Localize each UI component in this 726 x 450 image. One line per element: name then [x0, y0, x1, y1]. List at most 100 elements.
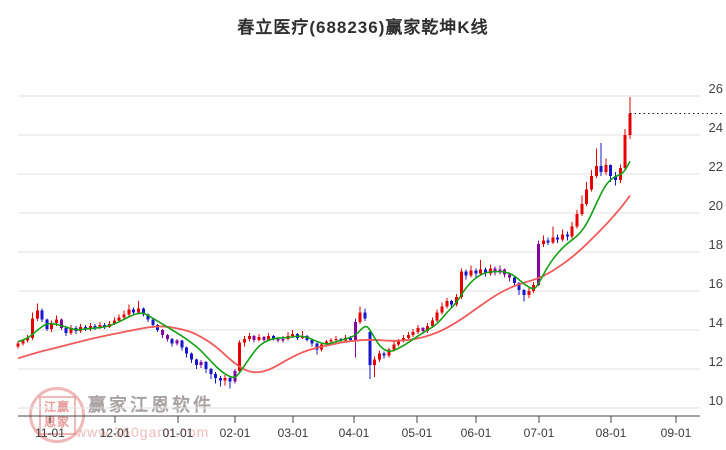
candle-body — [223, 377, 227, 381]
candle-body — [426, 326, 430, 331]
candle-body — [373, 359, 377, 366]
y-axis-tick-label: 26 — [709, 81, 723, 96]
candle-body — [315, 343, 319, 350]
x-axis-tick-label: 11-01 — [35, 426, 65, 440]
watermark-url-text: www.360gann.com — [76, 424, 210, 440]
x-axis: 11-01 12-01 01-01 02-01 03-01 04-01 05-01 06-01… — [18, 415, 700, 440]
x-axis-tick-label: 08-01 — [596, 426, 627, 440]
candle-body — [522, 290, 526, 295]
candle-body — [247, 335, 251, 339]
candle-body — [156, 325, 160, 330]
candle-body — [185, 347, 189, 354]
candle-body — [218, 377, 222, 381]
yingjia-seal-logo: 江赢 恩家 — [29, 387, 85, 443]
candle-body — [334, 338, 338, 340]
candle-body — [132, 309, 136, 313]
candle-body — [430, 320, 434, 327]
candle-body — [151, 319, 155, 326]
candle-body — [397, 340, 401, 345]
x-axis-tick-label: 12-01 — [100, 426, 131, 440]
y-axis-tick-label: 16 — [709, 276, 723, 291]
candle-body — [281, 338, 285, 341]
candle-body — [291, 333, 295, 336]
candle-body — [416, 328, 420, 332]
candle-body — [136, 308, 140, 313]
candle-body — [30, 318, 34, 338]
candle-body — [209, 369, 213, 374]
candle-body — [117, 317, 121, 321]
candle-body — [450, 300, 454, 305]
candle-body — [127, 309, 131, 315]
candle-body — [98, 325, 102, 329]
y-axis-tick-label: 10 — [709, 393, 723, 408]
candle-body — [556, 237, 560, 240]
candle-body — [180, 340, 184, 348]
grid-lines — [18, 95, 700, 409]
candle-body — [604, 165, 608, 173]
candle-body — [421, 328, 425, 331]
candle-body — [411, 331, 415, 335]
chart-title: 春立医疗(688236)赢家乾坤K线 — [237, 18, 489, 37]
candle-body — [170, 338, 174, 344]
candle-body — [517, 283, 521, 291]
y-axis-tick-label: 20 — [709, 198, 723, 213]
candle-body — [228, 377, 232, 382]
x-axis-tick-label: 01-01 — [163, 426, 194, 440]
x-axis-tick-label: 07-01 — [524, 426, 555, 440]
candle-body — [474, 270, 478, 274]
candle-body — [353, 322, 357, 340]
candle-body — [382, 353, 386, 356]
candle-body — [488, 268, 492, 274]
candle-body — [257, 336, 261, 340]
candle-body — [204, 362, 208, 369]
candle-body — [146, 314, 150, 320]
candle-body — [21, 340, 25, 344]
candle-body — [194, 359, 198, 366]
candle-body — [551, 237, 555, 243]
candle-body — [435, 312, 439, 321]
candle-body — [242, 338, 246, 343]
candle-body — [589, 175, 593, 190]
candle-body — [508, 274, 512, 278]
candle-body — [26, 337, 30, 341]
candle-body — [575, 213, 579, 227]
candle-body — [493, 268, 497, 273]
y-axis-tick-label: 12 — [709, 354, 723, 369]
x-axis-tick-label: 09-01 — [661, 426, 692, 440]
candle-body — [445, 300, 449, 307]
y-axis-labels: 26 24 22 20 18 16 14 12 10 — [709, 81, 723, 408]
seal-row-top: 江赢 — [43, 400, 70, 414]
candle-body — [479, 269, 483, 274]
candle-body — [55, 319, 59, 324]
candle-body — [189, 353, 193, 360]
candle-body — [349, 337, 353, 340]
candle-body — [358, 312, 362, 323]
x-axis-tick-label: 05-01 — [402, 426, 433, 440]
y-axis-tick-label: 24 — [709, 120, 723, 135]
candle-body — [440, 306, 444, 313]
candle-body — [392, 344, 396, 350]
candle-body — [387, 349, 391, 356]
x-axis-tick-label: 03-01 — [278, 426, 309, 440]
watermark-brand-text: 赢家江恩软件 — [88, 395, 214, 415]
candle-body — [50, 323, 54, 330]
candle-body — [83, 327, 87, 330]
y-axis-tick-label: 18 — [709, 237, 723, 252]
y-axis-tick-label: 22 — [709, 159, 723, 174]
candle-body — [271, 335, 275, 339]
candle-body — [141, 308, 145, 315]
candle-body — [175, 340, 179, 344]
candle-body — [406, 334, 410, 338]
candle-body — [363, 312, 367, 319]
candle-body — [88, 326, 92, 330]
candle-body — [329, 339, 333, 342]
candle-body — [459, 271, 463, 297]
candle-body — [122, 314, 126, 318]
candle-body — [368, 331, 372, 366]
candles-series — [16, 96, 632, 389]
candle-body — [609, 165, 613, 176]
candle-body — [527, 291, 531, 295]
candle-body — [599, 166, 603, 173]
